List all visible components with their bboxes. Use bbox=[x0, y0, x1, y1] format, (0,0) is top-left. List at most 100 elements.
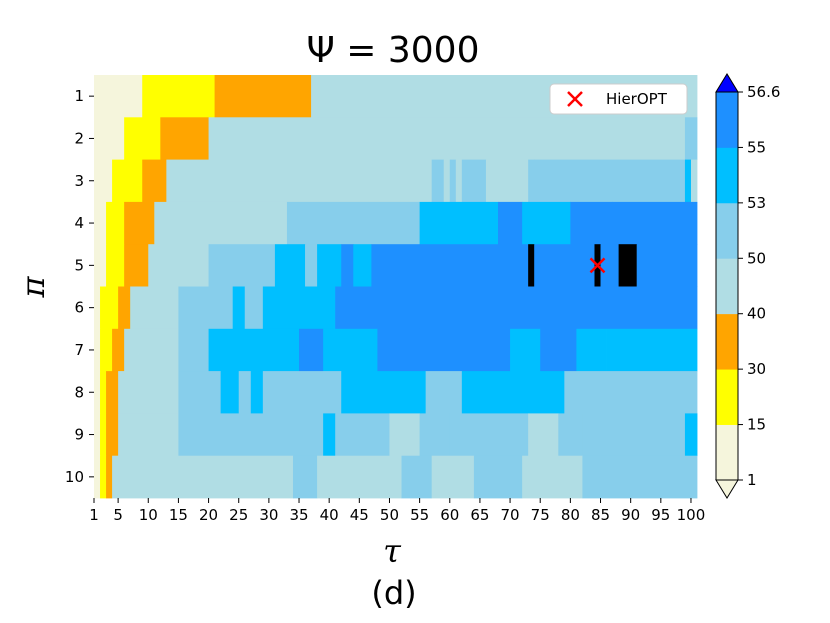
heatmap-cell-pi3-1 bbox=[112, 159, 143, 203]
figure-caption: (d) bbox=[371, 574, 416, 612]
y-tick-label-10: 10 bbox=[65, 468, 84, 486]
heatmap-cell-pi7-3 bbox=[124, 328, 179, 372]
heatmap-cell-pi4-2 bbox=[124, 201, 155, 245]
heatmap-cell-pi4-6 bbox=[498, 201, 523, 245]
heatmap-cell-pi3-7 bbox=[455, 159, 463, 203]
x-tick-label-70: 70 bbox=[501, 506, 520, 524]
heatmap-cell-pi7-2 bbox=[112, 328, 125, 372]
heatmap-cell-pi3-13 bbox=[690, 159, 698, 203]
heatmap-cell-pi9-12 bbox=[582, 413, 698, 457]
heatmap-cell-pi4-3 bbox=[154, 201, 288, 245]
heatmap-cell-pi3-11 bbox=[534, 159, 686, 203]
x-tick-label-15: 15 bbox=[169, 506, 188, 524]
colorbar-label-1: 15 bbox=[747, 416, 766, 434]
heatmap-cell-pi7-1 bbox=[100, 328, 113, 372]
heatmap-cell-pi4-1 bbox=[106, 201, 125, 245]
y-tick-label-5: 5 bbox=[74, 256, 84, 274]
heatmap-cell-pi5-13 bbox=[534, 244, 595, 287]
heatmap-cell-pi10-8 bbox=[473, 455, 523, 499]
heatmap-cell-pi8-9 bbox=[341, 371, 427, 414]
heatmap-cell-pi2-3 bbox=[208, 117, 686, 160]
heatmap-cell-pi3-6 bbox=[449, 159, 457, 203]
heatmap-cell-pi9-0 bbox=[94, 413, 101, 457]
y-tick-label-3: 3 bbox=[74, 172, 84, 190]
heatmap-cell-pi10-6 bbox=[401, 455, 433, 499]
heatmap-cell-pi10-3 bbox=[112, 455, 294, 499]
colorbar-bin-4 bbox=[716, 202, 738, 259]
colorbar-bin-3 bbox=[716, 258, 738, 315]
heatmap-cell-pi9-11 bbox=[558, 413, 583, 457]
y-tick-label-2: 2 bbox=[74, 129, 84, 147]
legend-marker-x-icon bbox=[567, 91, 583, 107]
heatmap-cell-pi7-6 bbox=[299, 328, 324, 372]
heatmap-cell-pi3-3 bbox=[166, 159, 433, 203]
heatmap-cell-pi9-2 bbox=[106, 413, 119, 457]
colorbar-under-extension bbox=[715, 479, 739, 499]
heatmap-cell-pi7-9 bbox=[419, 328, 511, 372]
heatmap-cell-pi5-2 bbox=[124, 244, 149, 287]
heatmap-cell-pi6-7 bbox=[262, 286, 336, 330]
x-tick-label-50: 50 bbox=[380, 506, 399, 524]
y-axis-ticks: 1 2 3 4 5 6 7 8 9 10 bbox=[65, 87, 94, 486]
heatmap-cell-pi8-7 bbox=[250, 371, 264, 414]
marker-layer bbox=[589, 257, 606, 274]
y-tick-label-4: 4 bbox=[74, 214, 84, 232]
x-tick-label-35: 35 bbox=[289, 506, 308, 524]
heatmap-cell-pi5-3 bbox=[148, 244, 209, 287]
heatmap-cell-pi6-10 bbox=[528, 286, 698, 330]
heatmap-cell-pi7-11 bbox=[540, 328, 577, 372]
heatmap-cell-pi6-5 bbox=[232, 286, 246, 330]
heatmap-cell-pi5-6 bbox=[305, 244, 318, 287]
heatmap-cell-pi5-4 bbox=[208, 244, 276, 287]
heatmap-cell-pi9-8 bbox=[419, 413, 451, 457]
heatmap-cell-pi8-10 bbox=[425, 371, 463, 414]
x-axis-ticks: 1 5 10 15 20 25 30 35 40 45 50 55 60 65 70 75 80 85 90 95 10… bbox=[89, 498, 705, 524]
heatmap-cell-pi5-11 bbox=[419, 244, 529, 287]
colorbar-bin-6 bbox=[716, 92, 738, 148]
heatmap-cell-pi8-8 bbox=[262, 371, 342, 414]
x-tick-label-60: 60 bbox=[440, 506, 459, 524]
heatmap-cell-pi5-16 bbox=[618, 244, 638, 287]
heatmap-cell-pi10-7 bbox=[431, 455, 475, 499]
heatmap-cell-pi3-0 bbox=[94, 159, 113, 203]
heatmap-cell-pi6-2 bbox=[118, 286, 131, 330]
legend-x-glyph bbox=[567, 91, 583, 107]
heatmap-cell-pi8-4 bbox=[178, 371, 222, 414]
heatmap-cell-pi6-1 bbox=[100, 286, 119, 330]
heatmap-cell-pi5-17 bbox=[636, 244, 698, 287]
heatmap-cell-pi8-5 bbox=[220, 371, 240, 414]
x-tick-label-45: 45 bbox=[350, 506, 369, 524]
y-tick-label-1: 1 bbox=[74, 87, 84, 105]
heatmap-cell-pi6-4 bbox=[178, 286, 234, 330]
x-tick-label-90: 90 bbox=[621, 506, 640, 524]
y-axis-label: π bbox=[14, 276, 52, 299]
legend: HierOPT bbox=[549, 83, 688, 115]
colorbar-over-extension bbox=[715, 73, 739, 93]
heatmap-cell-pi7-5 bbox=[208, 328, 300, 372]
heatmap-cell-pi3-4 bbox=[431, 159, 445, 203]
heatmap-cell-pi2-1 bbox=[124, 117, 161, 160]
heatmap-cell-pi5-15 bbox=[600, 244, 620, 287]
heatmap-cell-pi5-10 bbox=[371, 244, 421, 287]
heatmap-cell-pi1-1 bbox=[142, 75, 215, 118]
heatmap-cell-pi3-12 bbox=[684, 159, 692, 203]
colorbar-label-6: 55 bbox=[747, 138, 766, 156]
heatmap-cell-pi5-0 bbox=[94, 244, 107, 287]
colorbar-label-4: 50 bbox=[747, 249, 766, 267]
colorbar-bin-2 bbox=[716, 313, 738, 370]
heatmap-cell-pi6-0 bbox=[94, 286, 101, 330]
heatmap-cell-pi8-1 bbox=[100, 371, 107, 414]
heatmap-cell-pi8-12 bbox=[534, 371, 565, 414]
y-tick-label-6: 6 bbox=[74, 299, 84, 317]
heatmap-cell-pi7-12 bbox=[576, 328, 607, 372]
marker-hieropt bbox=[589, 257, 606, 274]
x-tick-label-40: 40 bbox=[320, 506, 339, 524]
heatmap-cell-pi7-13 bbox=[606, 328, 698, 372]
heatmap-cell-pi4-5 bbox=[419, 201, 499, 245]
x-tick-label-80: 80 bbox=[561, 506, 580, 524]
heatmap-cell-pi1-0 bbox=[94, 75, 143, 118]
heatmap-cell-pi5-7 bbox=[317, 244, 342, 287]
heatmap-cell-pi6-6 bbox=[244, 286, 264, 330]
x-axis-label: τ bbox=[383, 532, 402, 570]
